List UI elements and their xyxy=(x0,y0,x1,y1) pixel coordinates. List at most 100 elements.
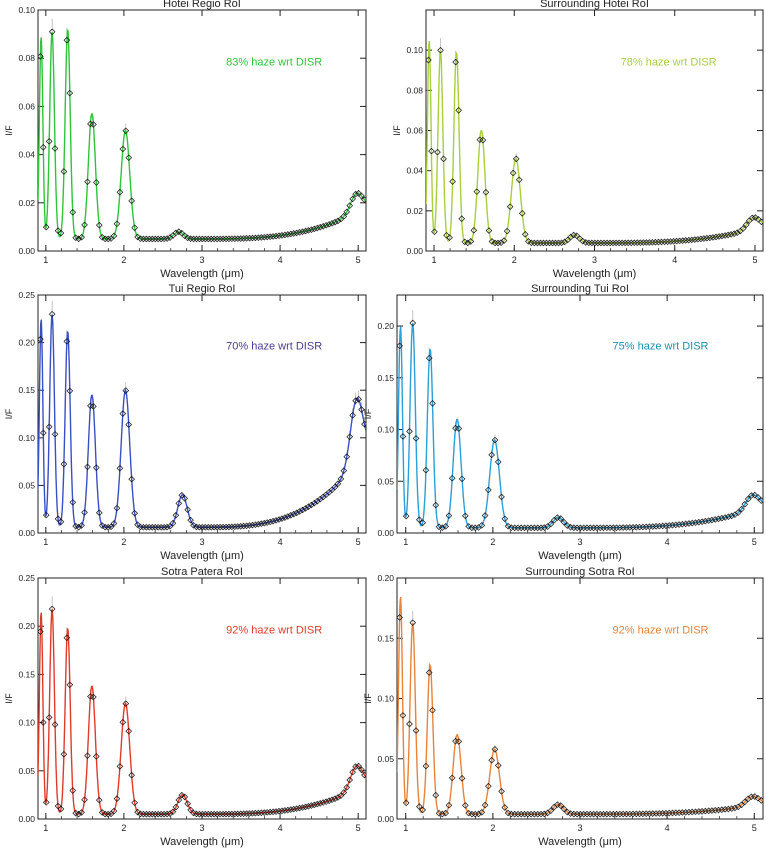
chart-panel-4: Surrounding Tui RoI 1 2 3 4 5 0.00 0.05 0.10 0.15… xyxy=(363,283,764,562)
data-point xyxy=(708,516,716,524)
y-tick-label: 0.20 xyxy=(18,338,35,348)
data-point xyxy=(543,239,550,247)
data-point xyxy=(557,515,565,522)
data-point xyxy=(455,425,463,432)
plot-frame xyxy=(37,294,367,534)
data-point xyxy=(623,524,630,531)
data-point xyxy=(659,522,666,530)
data-point xyxy=(521,230,529,238)
x-tick-label: 2 xyxy=(121,255,126,265)
x-tick-label: 5 xyxy=(356,823,361,833)
data-point xyxy=(249,810,256,817)
data-point xyxy=(93,179,100,186)
data-point xyxy=(428,147,435,155)
data-point xyxy=(600,239,608,247)
x-tick-label: 4 xyxy=(665,823,670,833)
data-point xyxy=(741,501,749,508)
data-point xyxy=(216,810,224,818)
x-axis-label: Wavelength (μm) xyxy=(538,836,622,848)
data-point xyxy=(481,512,489,519)
data-point xyxy=(137,235,144,243)
data-point xyxy=(744,495,752,503)
data-point xyxy=(503,227,511,235)
data-point xyxy=(658,238,665,246)
data-point xyxy=(308,802,315,809)
data-point xyxy=(733,229,741,237)
data-point xyxy=(290,510,298,518)
data-point xyxy=(260,233,268,241)
data-point xyxy=(340,789,348,796)
data-point xyxy=(749,214,756,222)
data-point xyxy=(479,136,487,144)
data-point xyxy=(462,512,469,520)
plot-frame xyxy=(37,9,367,252)
data-point xyxy=(140,810,147,818)
data-point xyxy=(314,800,321,808)
x-tick-label: 5 xyxy=(356,537,361,547)
data-point xyxy=(78,522,85,529)
data-point xyxy=(402,799,410,807)
data-point xyxy=(346,776,354,784)
data-point xyxy=(169,519,177,527)
data-point xyxy=(485,227,493,234)
data-point xyxy=(419,519,426,527)
data-point xyxy=(358,406,365,413)
data-point xyxy=(305,503,312,511)
data-point xyxy=(397,342,403,350)
data-point xyxy=(702,517,709,525)
data-point xyxy=(204,810,212,818)
data-point xyxy=(346,202,354,209)
data-point xyxy=(343,784,351,791)
data-point xyxy=(299,804,306,811)
data-point xyxy=(187,235,194,242)
x-tick-label: 1 xyxy=(43,823,48,833)
data-point xyxy=(458,775,466,782)
data-point xyxy=(748,492,755,499)
data-point xyxy=(712,233,720,241)
chart-panel-5: Sotra Patera RoI 1 2 3 4 5 0.00 0.05 0.10 0.15 0.2… xyxy=(4,566,367,848)
data-point xyxy=(196,810,203,818)
data-point xyxy=(45,714,53,721)
data-point xyxy=(346,433,354,441)
data-point xyxy=(202,235,209,243)
data-point xyxy=(406,720,413,728)
data-point xyxy=(69,787,77,794)
data-point xyxy=(93,464,100,471)
data-point xyxy=(246,810,253,817)
data-point xyxy=(299,506,306,514)
plot-area xyxy=(426,38,763,247)
data-point xyxy=(639,810,647,818)
data-point xyxy=(334,480,342,488)
data-point xyxy=(439,524,446,532)
data-point xyxy=(751,491,758,499)
data-point xyxy=(172,229,180,237)
data-point xyxy=(184,800,191,808)
data-point xyxy=(314,497,321,505)
data-point xyxy=(619,524,627,531)
data-point xyxy=(685,808,693,816)
data-point xyxy=(151,235,159,243)
data-point xyxy=(113,504,121,512)
data-point xyxy=(659,809,666,817)
data-point xyxy=(57,518,65,526)
data-point xyxy=(682,237,690,244)
data-point xyxy=(119,410,127,417)
y-tick-label: 0.10 xyxy=(18,718,35,728)
data-point xyxy=(500,237,508,244)
data-point xyxy=(751,793,758,800)
data-point xyxy=(445,512,453,519)
plot-area xyxy=(397,310,763,532)
data-point xyxy=(676,237,683,245)
data-point xyxy=(742,221,750,229)
x-tick-label: 1 xyxy=(43,537,48,547)
data-point xyxy=(661,238,668,246)
data-point xyxy=(698,518,706,525)
chart-title: Surrounding Sotra RoI xyxy=(525,566,634,578)
data-point xyxy=(263,519,271,526)
data-point xyxy=(334,217,342,225)
data-point xyxy=(122,700,130,707)
data-point xyxy=(243,810,250,817)
y-tick-label: 0.10 xyxy=(377,694,394,704)
data-point xyxy=(154,810,162,818)
data-point xyxy=(113,795,121,802)
